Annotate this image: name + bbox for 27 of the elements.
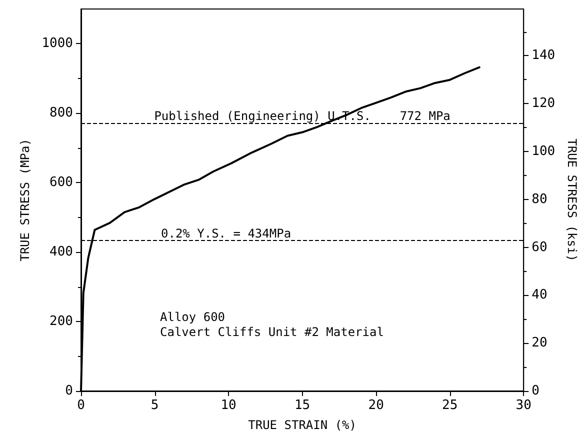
x-axis-title: TRUE STRAIN (%) — [248, 418, 356, 432]
y-axis-title: TRUE STRESS (MPa) — [18, 138, 32, 262]
x-tick-label: 5 — [150, 398, 159, 413]
annotation: Calvert Cliffs Unit #2 Material — [160, 325, 384, 339]
y-tick-label: 200 — [50, 314, 73, 330]
x-tick-label: 30 — [516, 398, 532, 413]
y2-tick-label: 40 — [532, 288, 548, 303]
y-tick-label: 0 — [65, 384, 73, 398]
ref-line-label: 0.2% Y.S. = 434MPa — [161, 226, 292, 240]
x-tick-label: 10 — [220, 398, 236, 413]
y-tick-label: 800 — [50, 106, 73, 121]
y2-tick-label: 20 — [532, 336, 548, 351]
x-tick-label: 15 — [294, 398, 310, 413]
x-tick-label: 20 — [368, 398, 384, 413]
y-tick-label: 1000 — [42, 36, 73, 52]
y-tick-label: 400 — [50, 244, 73, 260]
y2-axis-title: TRUE STRESS (ksi) — [565, 138, 579, 262]
y2-tick-label: 60 — [532, 240, 548, 255]
y2-tick-label: 120 — [532, 96, 556, 112]
y2-tick-label: 80 — [532, 192, 548, 207]
annotation: Alloy 600 — [160, 310, 226, 324]
y-tick-label: 600 — [50, 175, 73, 190]
y2-tick-label: 140 — [532, 48, 556, 64]
y2-tick-label: 0 — [532, 384, 540, 398]
x-tick-label: 25 — [442, 398, 458, 413]
x-tick-label: 0 — [77, 398, 85, 413]
y2-tick-label: 100 — [532, 144, 556, 159]
